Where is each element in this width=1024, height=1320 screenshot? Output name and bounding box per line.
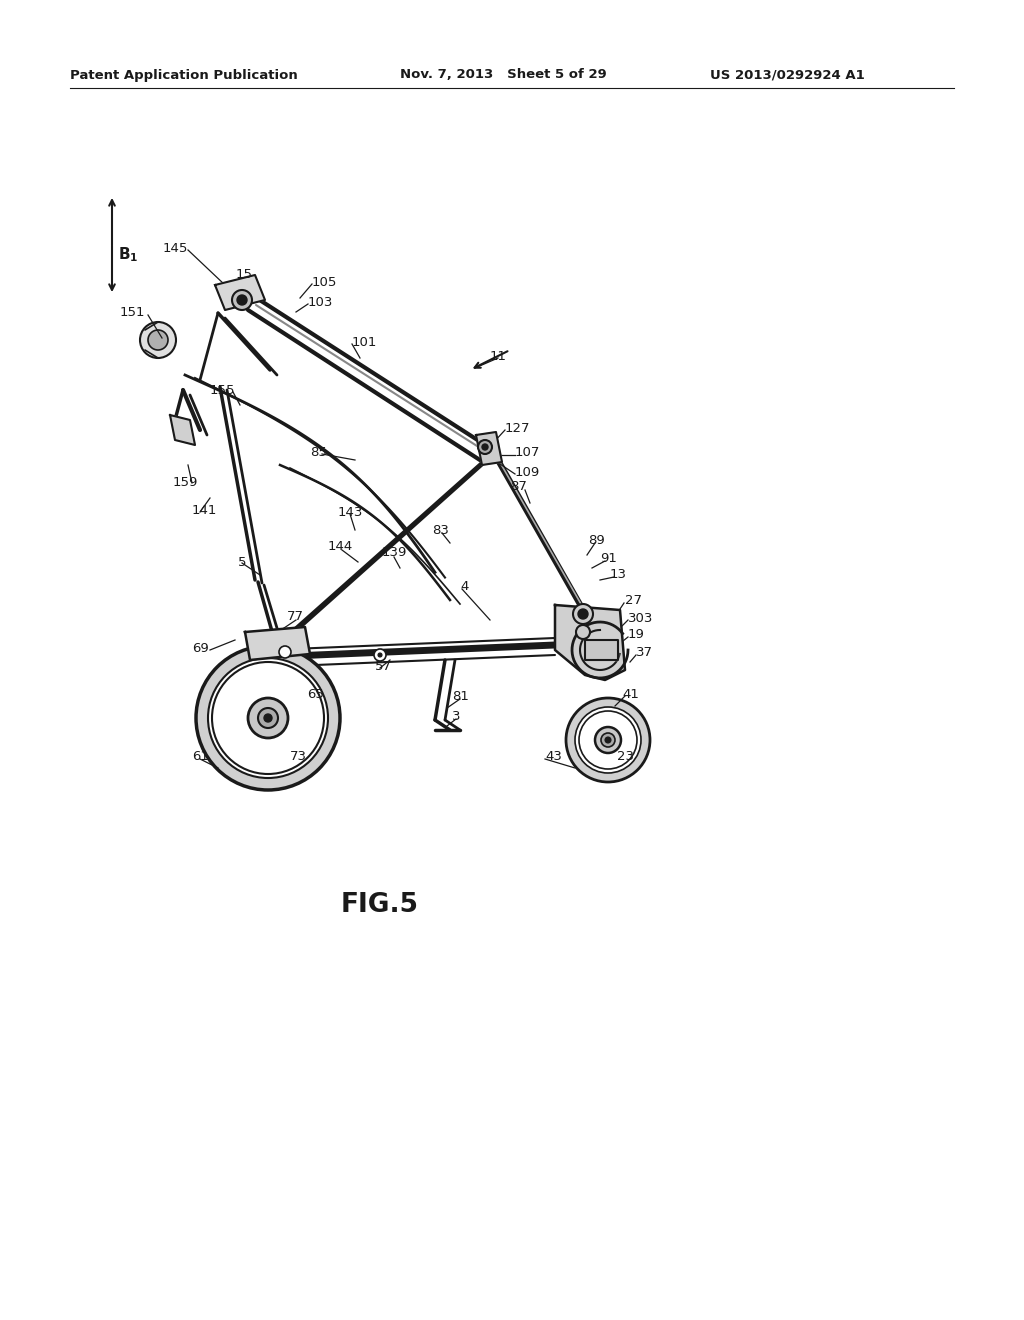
Text: 69: 69 xyxy=(193,642,209,655)
Text: 13: 13 xyxy=(610,568,627,581)
Text: 15: 15 xyxy=(236,268,253,281)
Text: 303: 303 xyxy=(628,611,653,624)
Text: 141: 141 xyxy=(193,503,217,516)
Circle shape xyxy=(248,698,288,738)
Circle shape xyxy=(605,737,611,743)
Text: 151: 151 xyxy=(120,305,145,318)
Text: 77: 77 xyxy=(287,610,304,623)
Circle shape xyxy=(196,645,340,789)
Polygon shape xyxy=(170,414,195,445)
Polygon shape xyxy=(215,275,265,310)
Circle shape xyxy=(237,294,247,305)
Text: Nov. 7, 2013   Sheet 5 of 29: Nov. 7, 2013 Sheet 5 of 29 xyxy=(400,69,607,82)
Text: 85: 85 xyxy=(310,446,327,458)
Circle shape xyxy=(573,605,593,624)
Text: 87: 87 xyxy=(510,480,527,494)
Text: 23: 23 xyxy=(617,750,634,763)
Text: 155: 155 xyxy=(210,384,236,396)
Text: 159: 159 xyxy=(173,477,199,490)
Text: $\mathbf{B_1}$: $\mathbf{B_1}$ xyxy=(118,246,138,264)
Text: 105: 105 xyxy=(312,276,337,289)
Circle shape xyxy=(478,440,492,454)
Text: 73: 73 xyxy=(290,751,307,763)
Circle shape xyxy=(140,322,176,358)
Text: 4: 4 xyxy=(460,581,468,594)
Circle shape xyxy=(279,645,291,657)
Circle shape xyxy=(374,649,386,661)
Text: 144: 144 xyxy=(328,540,353,553)
Circle shape xyxy=(482,444,488,450)
Text: 103: 103 xyxy=(308,296,334,309)
Circle shape xyxy=(595,727,621,752)
Polygon shape xyxy=(555,605,625,680)
Text: 5: 5 xyxy=(238,556,247,569)
Polygon shape xyxy=(245,627,310,660)
Circle shape xyxy=(578,609,588,619)
Text: 109: 109 xyxy=(515,466,541,479)
Text: 61: 61 xyxy=(193,751,209,763)
Circle shape xyxy=(148,330,168,350)
Polygon shape xyxy=(585,640,618,660)
Text: 37: 37 xyxy=(636,647,653,660)
Text: 57: 57 xyxy=(375,660,392,673)
Text: 83: 83 xyxy=(432,524,449,536)
Text: 89: 89 xyxy=(588,533,605,546)
Text: 101: 101 xyxy=(352,337,378,350)
Circle shape xyxy=(601,733,615,747)
Circle shape xyxy=(575,624,590,639)
Text: 81: 81 xyxy=(452,690,469,704)
Circle shape xyxy=(566,698,650,781)
Circle shape xyxy=(258,708,278,729)
Circle shape xyxy=(264,714,272,722)
Text: Patent Application Publication: Patent Application Publication xyxy=(70,69,298,82)
Circle shape xyxy=(232,290,252,310)
Text: 143: 143 xyxy=(338,506,364,519)
Circle shape xyxy=(208,657,328,777)
Text: FIG.5: FIG.5 xyxy=(341,892,419,917)
Circle shape xyxy=(575,708,641,774)
Text: US 2013/0292924 A1: US 2013/0292924 A1 xyxy=(710,69,864,82)
Text: 11: 11 xyxy=(490,350,507,363)
Text: 43: 43 xyxy=(545,751,562,763)
Text: 65: 65 xyxy=(307,689,324,701)
Text: 127: 127 xyxy=(505,421,530,434)
Text: 107: 107 xyxy=(515,446,541,459)
Polygon shape xyxy=(476,432,502,465)
Circle shape xyxy=(378,653,382,657)
Text: 27: 27 xyxy=(625,594,642,607)
Text: 139: 139 xyxy=(382,546,408,560)
Text: 91: 91 xyxy=(600,552,616,565)
Text: 145: 145 xyxy=(163,242,188,255)
Text: 19: 19 xyxy=(628,628,645,642)
Text: 41: 41 xyxy=(622,688,639,701)
Text: 3: 3 xyxy=(452,710,461,723)
